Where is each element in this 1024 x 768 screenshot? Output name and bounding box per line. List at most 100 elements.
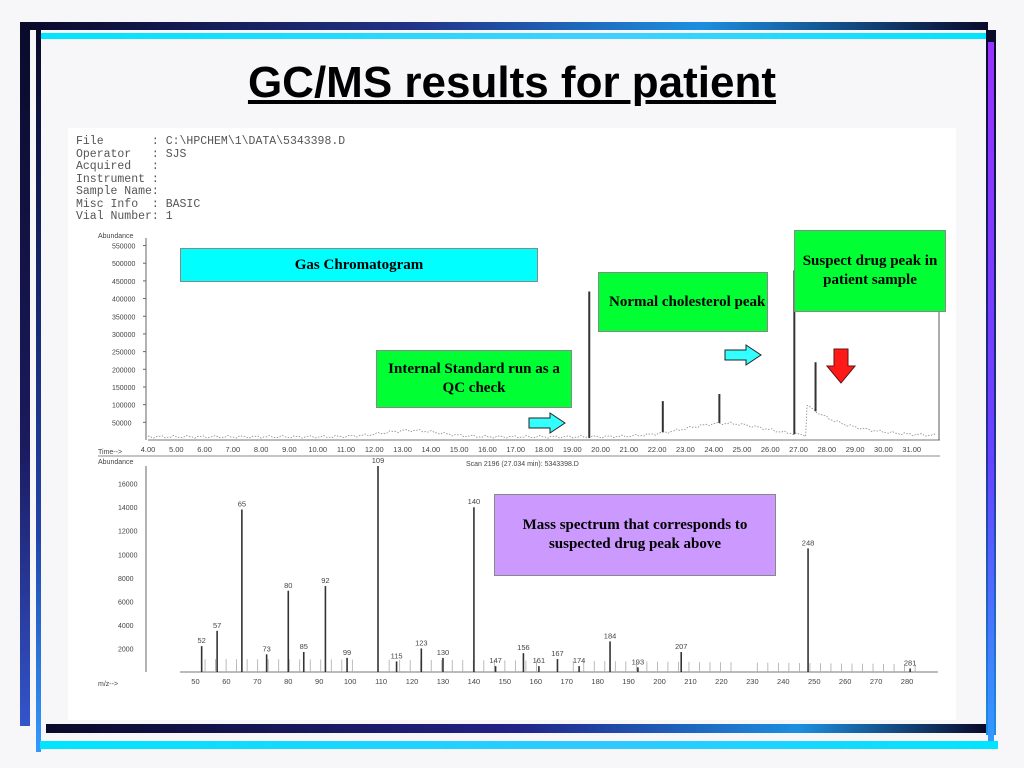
gc-y-tick-label: 150000: [112, 385, 135, 392]
ms-peak-label: 52: [197, 636, 205, 645]
gc-y-tick-label: 400000: [112, 297, 135, 304]
frame-left-bar: [20, 22, 30, 726]
ms-x-tick-label: 140: [468, 677, 481, 686]
ms-y-tick-label: 6000: [118, 599, 134, 606]
ms-y-tick-label: 16000: [118, 482, 138, 489]
file-header: File : C:\HPCHEM\1\DATA\5343398.D Operato…: [76, 135, 345, 224]
gc-x-tick-label: 27.00: [789, 445, 808, 454]
gc-y-tick-label: 300000: [112, 332, 135, 339]
ms-peak-label: 207: [675, 642, 688, 651]
gc-x-tick-label: 14.00: [421, 445, 440, 454]
ms-x-tick-label: 90: [315, 677, 323, 686]
ms-x-tick-label: 170: [560, 677, 573, 686]
ms-peak-label: 147: [489, 656, 502, 665]
right-arrow-icon: [724, 344, 762, 366]
gc-y-tick-label: 550000: [112, 244, 135, 251]
callout-suspect-drug: Suspect drug peak in patient sample: [794, 230, 946, 312]
ms-x-tick-label: 210: [684, 677, 697, 686]
ms-x-tick-label: 160: [530, 677, 543, 686]
gc-y-axis-label: Abundance: [98, 233, 134, 240]
file-header-row: Acquired :: [76, 160, 345, 174]
ms-y-tick-label: 12000: [118, 529, 138, 536]
ms-peak-label: 65: [238, 500, 246, 509]
gc-x-tick-label: 28.00: [817, 445, 836, 454]
ms-peak-label: 85: [300, 642, 308, 651]
ms-x-tick-label: 230: [746, 677, 759, 686]
ms-x-tick-label: 70: [253, 677, 261, 686]
frame-right-accent: [988, 42, 994, 742]
ms-y-tick-label: 10000: [118, 552, 138, 559]
file-header-key: Instrument: [76, 172, 152, 186]
gc-x-tick-label: 15.00: [450, 445, 469, 454]
gcms-printout: File : C:\HPCHEM\1\DATA\5343398.D Operato…: [68, 128, 956, 720]
file-header-key: Operator: [76, 147, 152, 161]
gc-y-tick-label: 500000: [112, 261, 135, 268]
file-header-row: Vial Number: 1: [76, 210, 345, 224]
ms-x-tick-label: 50: [191, 677, 199, 686]
file-header-row: File : C:\HPCHEM\1\DATA\5343398.D: [76, 135, 345, 149]
ms-x-tick-label: 120: [406, 677, 419, 686]
gc-x-tick-label: 6.00: [197, 445, 212, 454]
ms-peak-label: 248: [802, 538, 815, 547]
ms-peak-label: 73: [262, 644, 270, 653]
gc-baseline-trace: [147, 404, 937, 439]
gc-y-tick-label: 50000: [112, 420, 132, 427]
gc-x-tick-label: 5.00: [169, 445, 184, 454]
ms-x-tick-label: 250: [808, 677, 821, 686]
ms-y-tick-label: 14000: [118, 505, 138, 512]
callout-cholesterol: Normal cholesterol peak: [598, 272, 768, 332]
ms-x-tick-label: 200: [653, 677, 666, 686]
file-header-value: : SJS: [151, 147, 187, 161]
frame-top-accent: [40, 33, 988, 39]
ms-peak-label: 184: [604, 631, 617, 640]
file-header-row: Misc Info : BASIC: [76, 197, 345, 212]
file-header-row: Instrument :: [76, 172, 345, 187]
ms-subtitle: Scan 2196 (27.034 min): 5343398.D: [466, 461, 579, 468]
gc-x-tick-label: 4.00: [141, 445, 156, 454]
ms-x-tick-label: 180: [591, 677, 604, 686]
ms-x-tick-label: 100: [344, 677, 357, 686]
ms-peak-label: 130: [437, 648, 450, 657]
gc-x-tick-label: 31.00: [902, 445, 921, 454]
frame-bottom-bar: [46, 724, 986, 733]
ms-x-tick-label: 60: [222, 677, 230, 686]
file-header-key: Sample Name: [76, 185, 152, 198]
file-header-key: Misc Info: [76, 197, 152, 211]
file-header-row: Sample Name:: [76, 185, 345, 199]
file-header-value: :: [151, 172, 159, 186]
file-header-key: Acquired: [76, 160, 152, 173]
gc-y-tick-label: 450000: [112, 279, 135, 286]
gc-x-tick-label: 16.00: [478, 445, 497, 454]
gc-y-tick-label: 200000: [112, 367, 135, 374]
gc-x-tick-label: 17.00: [506, 445, 525, 454]
gc-x-tick-label: 30.00: [874, 445, 893, 454]
callout-internal-standard: Internal Standard run as a QC check: [376, 350, 572, 408]
ms-x-tick-label: 110: [375, 677, 387, 686]
frame-left-accent: [36, 30, 41, 752]
ms-x-tick-label: 260: [839, 677, 852, 686]
gc-y-tick-label: 100000: [112, 403, 135, 410]
ms-x-tick-label: 270: [870, 677, 883, 686]
gc-x-tick-label: 19.00: [563, 445, 582, 454]
ms-x-tick-label: 80: [284, 677, 292, 686]
gc-x-tick-label: 8.00: [254, 445, 269, 454]
gc-x-tick-label: 11.00: [337, 445, 355, 454]
ms-y-tick-label: 8000: [118, 576, 134, 583]
file-header-key: Vial Number: [76, 210, 152, 223]
ms-peak-label: 92: [321, 576, 329, 585]
gc-x-tick-label: 7.00: [226, 445, 241, 454]
file-header-key: File: [76, 135, 152, 148]
ms-peak-label: 156: [517, 643, 530, 652]
ms-y-axis-label: Abundance: [98, 459, 134, 466]
ms-peak-label: 99: [343, 648, 351, 657]
file-header-value: : 1: [151, 210, 173, 223]
ms-x-tick-label: 240: [777, 677, 790, 686]
gc-x-tick-label: 26.00: [761, 445, 780, 454]
gc-x-tick-label: 29.00: [846, 445, 865, 454]
ms-peak-label: 161: [533, 656, 546, 665]
ms-peak-label: 193: [632, 657, 645, 666]
frame-top-bar: [30, 22, 988, 30]
gc-x-tick-label: 12.00: [365, 445, 384, 454]
gc-x-tick-label: 23.00: [676, 445, 695, 454]
file-header-value: :: [151, 185, 159, 198]
